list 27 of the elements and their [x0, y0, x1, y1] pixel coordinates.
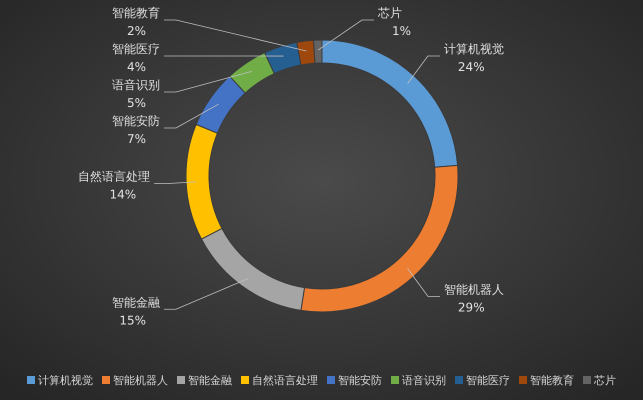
legend-label: 智能医疗: [466, 374, 510, 387]
legend-label: 智能金融: [188, 374, 232, 387]
slice-label: 智能安防: [112, 114, 160, 128]
data-label: 24%: [458, 60, 485, 74]
slice-label: 智能机器人: [444, 282, 504, 296]
legend-label: 计算机视觉: [38, 374, 93, 387]
slice-label: 语音识别: [112, 78, 160, 92]
legend-label: 自然语言处理: [252, 374, 318, 387]
legend-label: 智能安防: [338, 374, 382, 387]
slice-label: 智能医疗: [112, 42, 160, 56]
data-label: 7%: [126, 132, 146, 146]
data-label: 4%: [126, 60, 146, 74]
data-label: 2%: [126, 24, 146, 38]
legend-label: 芯片: [593, 374, 616, 387]
legend-label: 语音识别: [402, 374, 446, 387]
slice-label: 自然语言处理: [78, 170, 150, 184]
legend-label: 智能教育: [530, 374, 574, 387]
data-label: 29%: [458, 300, 485, 314]
slice-label: 智能教育: [112, 6, 160, 20]
data-label: 14%: [110, 188, 136, 202]
data-label: 1%: [392, 24, 412, 38]
slice-label: 芯片: [377, 6, 402, 20]
data-label: 15%: [119, 313, 146, 328]
legend-label: 智能机器人: [113, 374, 168, 387]
data-label: 5%: [126, 96, 146, 110]
slice-label: 智能金融: [112, 295, 160, 310]
slice-label: 计算机视觉: [444, 42, 504, 56]
